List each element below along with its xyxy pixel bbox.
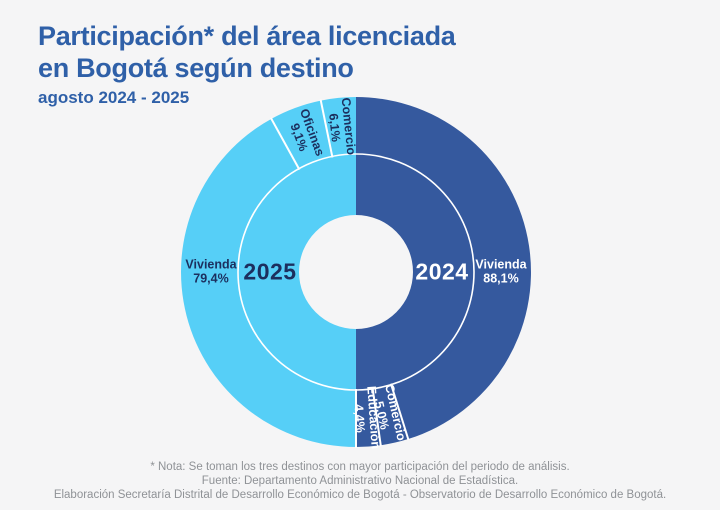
segment-label-2025-vivienda: Vivienda 79,4% <box>185 257 237 286</box>
chart-subtitle: agosto 2024 - 2025 <box>38 87 190 107</box>
year-label-2024: 2024 <box>415 259 468 286</box>
segment-name: Vivienda <box>185 257 237 272</box>
page-title: Participación* del área licenciada en Bog… <box>38 20 456 85</box>
segment-label-2024-vivienda: Vivienda 88,1% <box>475 257 527 286</box>
inner-ring-2024 <box>356 154 475 390</box>
segment-divider-line <box>319 99 334 158</box>
title-line-1: Participación* del área licenciada <box>38 21 456 51</box>
segment-label-2024-educacion: Educación 4,4% <box>351 385 383 450</box>
footer-elaboration: Elaboración Secretaría Distrital de Desa… <box>53 489 667 501</box>
slice-2024-vivienda <box>356 97 531 440</box>
year-text: 2025 <box>243 258 297 285</box>
segment-divider-line <box>389 383 410 441</box>
inner-ring-2025 <box>237 153 356 390</box>
segment-percentage: 88,1% <box>483 271 519 285</box>
footer-note: * Nota: Se toman los tres destinos con m… <box>150 461 570 473</box>
title-line-2: en Bogotá según destino <box>38 53 354 84</box>
year-label-2025: 2025 <box>243 259 296 286</box>
slice-2025-vivienda <box>181 118 356 447</box>
segment-divider-line <box>371 387 382 447</box>
year-text: 2024 <box>415 258 469 285</box>
slice-2025-oficinas <box>271 100 333 169</box>
header: Participación* del área licenciada en Bog… <box>38 20 456 108</box>
segment-name: Vivienda <box>475 257 527 272</box>
footer-source: Fuente: Departamento Administrativo Naci… <box>201 475 519 487</box>
segment-divider-line <box>270 117 301 171</box>
slice-2024-comercio <box>372 384 409 446</box>
footer: * Nota: Se toman los tres destinos con m… <box>0 460 720 502</box>
segment-percentage: 79,4% <box>193 271 229 285</box>
